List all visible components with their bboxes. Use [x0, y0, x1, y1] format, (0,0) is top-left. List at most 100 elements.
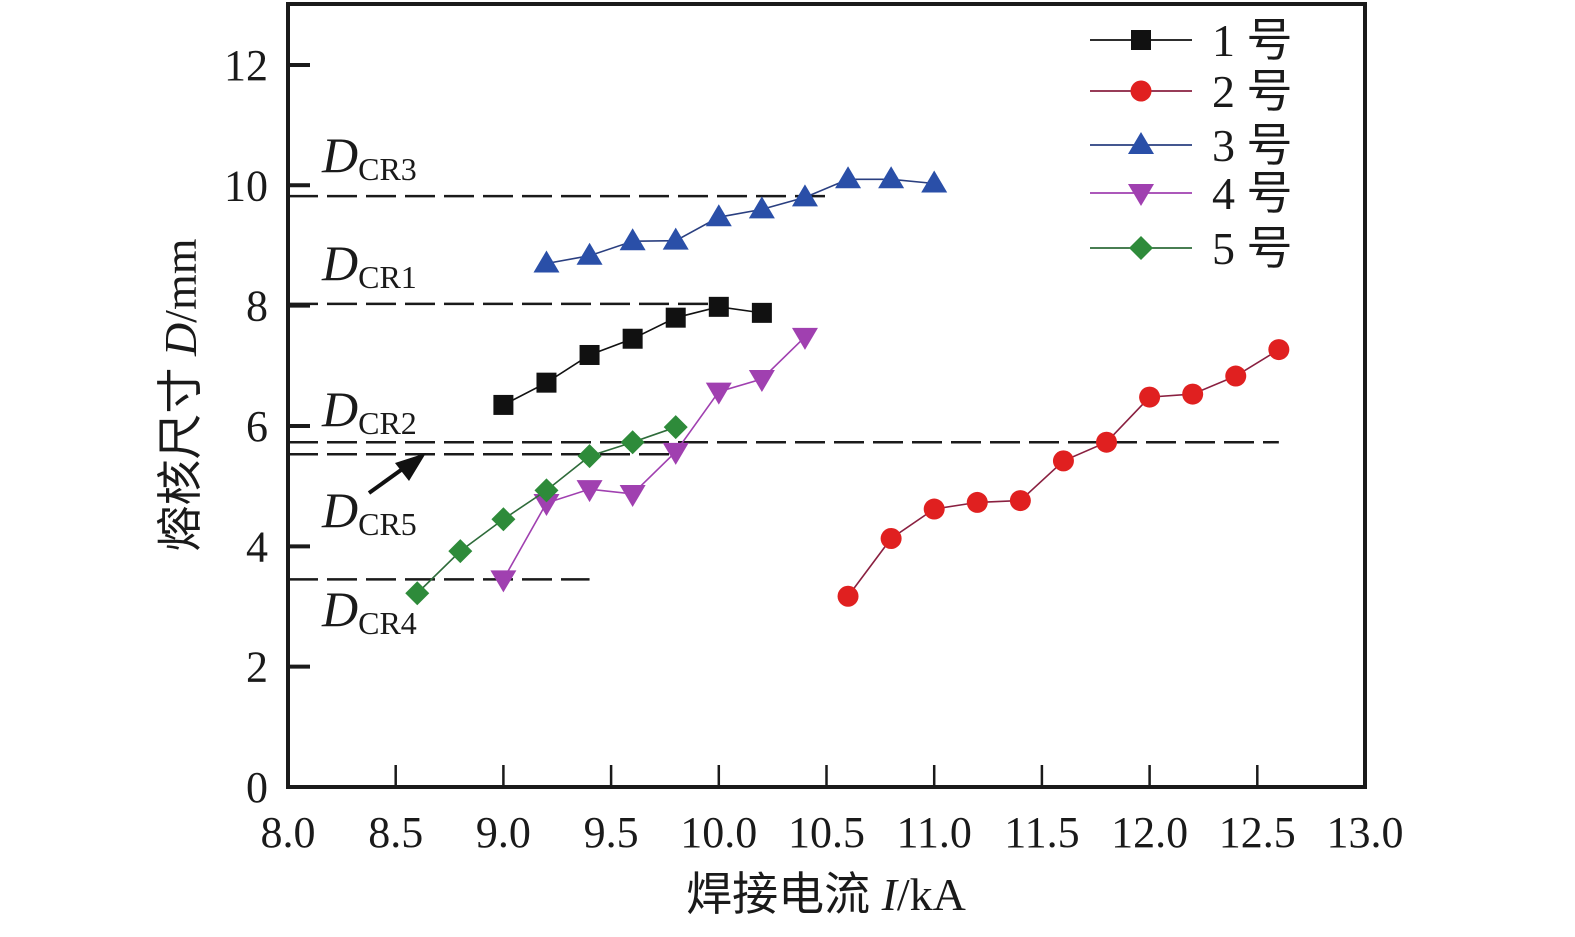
reference-lines	[288, 194, 1279, 581]
svg-text:DCR5: DCR5	[321, 482, 417, 542]
series-5-point	[620, 430, 645, 455]
series-2-line	[847, 348, 1280, 597]
y-axis-title: 熔核尺寸 D/mm	[155, 238, 206, 551]
legend-label: 2 号	[1212, 66, 1293, 117]
series-4-point	[705, 382, 732, 405]
series-3-point	[878, 166, 905, 189]
x-tick-label: 8.0	[261, 808, 316, 857]
annotation-dcr5-sub: CR5	[358, 506, 417, 542]
series-2-point	[1096, 431, 1118, 453]
series-3-point	[619, 228, 646, 251]
x-axis-title-unit: /kA	[897, 869, 966, 920]
series-2-point	[966, 491, 988, 513]
annotation-dcr4-sub: CR4	[358, 605, 417, 641]
x-tick-label: 10.5	[788, 808, 865, 857]
y-tick-label: 6	[246, 402, 268, 451]
x-tick-label: 10.0	[680, 808, 757, 857]
series-2-point	[923, 498, 945, 520]
series-2-point	[1182, 383, 1204, 405]
legend-item-4: 4 号	[1090, 168, 1293, 219]
legend-item-2: 2 号	[1090, 66, 1293, 117]
series-2-point	[1052, 450, 1074, 472]
x-axis: 8.0 8.5 9.0 9.5 10.0 10.5 11.0 11.5 12.0 12.5 13.0	[261, 765, 1404, 857]
annotation-dcr1: DCR1	[321, 235, 417, 295]
series-3	[533, 166, 948, 273]
svg-text:DCR4: DCR4	[321, 581, 417, 641]
series-5	[405, 415, 688, 606]
series-3-point	[705, 204, 732, 227]
series-3-point	[662, 227, 689, 250]
series-1-point	[579, 344, 600, 365]
series-2	[837, 339, 1290, 607]
x-axis-title-var: I	[881, 869, 900, 920]
svg-text:DCR2: DCR2	[321, 381, 417, 441]
series-1	[493, 296, 772, 415]
x-tick-label: 13.0	[1327, 808, 1404, 857]
series-1-point	[493, 394, 514, 415]
annotation-dcr5: DCR5	[321, 482, 417, 542]
annotation-dcr2-main: D	[321, 381, 358, 437]
series-5-point	[448, 539, 473, 564]
series-3-point	[791, 184, 818, 207]
y-tick-label: 10	[224, 161, 268, 210]
series-2-point	[1139, 386, 1161, 408]
x-tick-label: 11.0	[897, 808, 972, 857]
x-tick-label: 8.5	[368, 808, 423, 857]
series-2-point	[837, 585, 859, 607]
series-2-point	[880, 527, 902, 549]
series-4-point	[748, 370, 775, 393]
legend-label: 4 号	[1212, 168, 1293, 219]
series-3-line	[546, 178, 935, 265]
arrow-icon	[367, 453, 426, 495]
legend-item-3: 3 号	[1090, 120, 1293, 171]
svg-text:DCR1: DCR1	[321, 235, 417, 295]
y-tick-label: 12	[224, 41, 268, 90]
y-tick-label: 8	[246, 282, 268, 331]
series-4-point	[576, 480, 603, 503]
annotation-dcr3-sub: CR3	[358, 151, 417, 187]
annotation-dcr3: DCR3	[321, 127, 417, 187]
y-tick-label: 0	[246, 763, 268, 812]
series-3-point	[533, 250, 560, 273]
series-3-point	[576, 242, 603, 265]
legend-item-5: 5 号	[1090, 223, 1293, 274]
x-tick-label: 9.5	[584, 808, 639, 857]
legend-marker	[1130, 80, 1152, 102]
plot-frame	[286, 2, 1367, 789]
series-2-point	[1268, 339, 1290, 361]
series-5-point	[405, 581, 430, 606]
y-tick-label: 2	[246, 643, 268, 692]
y-axis-title-unit: /mm	[155, 238, 206, 323]
series-4-point	[619, 484, 646, 507]
x-tick-label: 12.0	[1111, 808, 1188, 857]
annotation-dcr2-sub: CR2	[358, 405, 417, 441]
series-3-point	[748, 196, 775, 219]
series-4	[490, 327, 818, 593]
series-1-point	[751, 302, 772, 323]
series-4-point	[662, 442, 689, 465]
series-4-point	[533, 493, 560, 516]
series-3-point	[921, 170, 948, 193]
y-tick-label: 4	[246, 522, 268, 571]
series-5-point	[534, 478, 559, 503]
series-4-point	[791, 327, 818, 350]
legend: 1 号2 号3 号4 号5 号	[1090, 15, 1293, 274]
series-1-point	[708, 296, 729, 317]
svg-text:DCR3: DCR3	[321, 127, 417, 187]
x-axis-title-prefix: 焊接电流	[686, 869, 882, 920]
annotation-dcr1-main: D	[321, 235, 358, 291]
series-2-point	[1009, 490, 1031, 512]
series-2-point	[1225, 365, 1247, 387]
legend-marker	[1129, 236, 1153, 260]
legend-marker	[1128, 184, 1154, 206]
annotation-dcr4: DCR4	[321, 581, 417, 641]
legend-label: 5 号	[1212, 223, 1293, 274]
legend-label: 3 号	[1212, 120, 1293, 171]
y-axis-title-prefix: 熔核尺寸	[155, 356, 206, 552]
legend-item-1: 1 号	[1090, 15, 1293, 66]
series-layer	[405, 166, 1290, 607]
annotation-dcr5-main: D	[321, 482, 358, 538]
x-tick-label: 9.0	[476, 808, 531, 857]
series-1-point	[622, 328, 643, 349]
